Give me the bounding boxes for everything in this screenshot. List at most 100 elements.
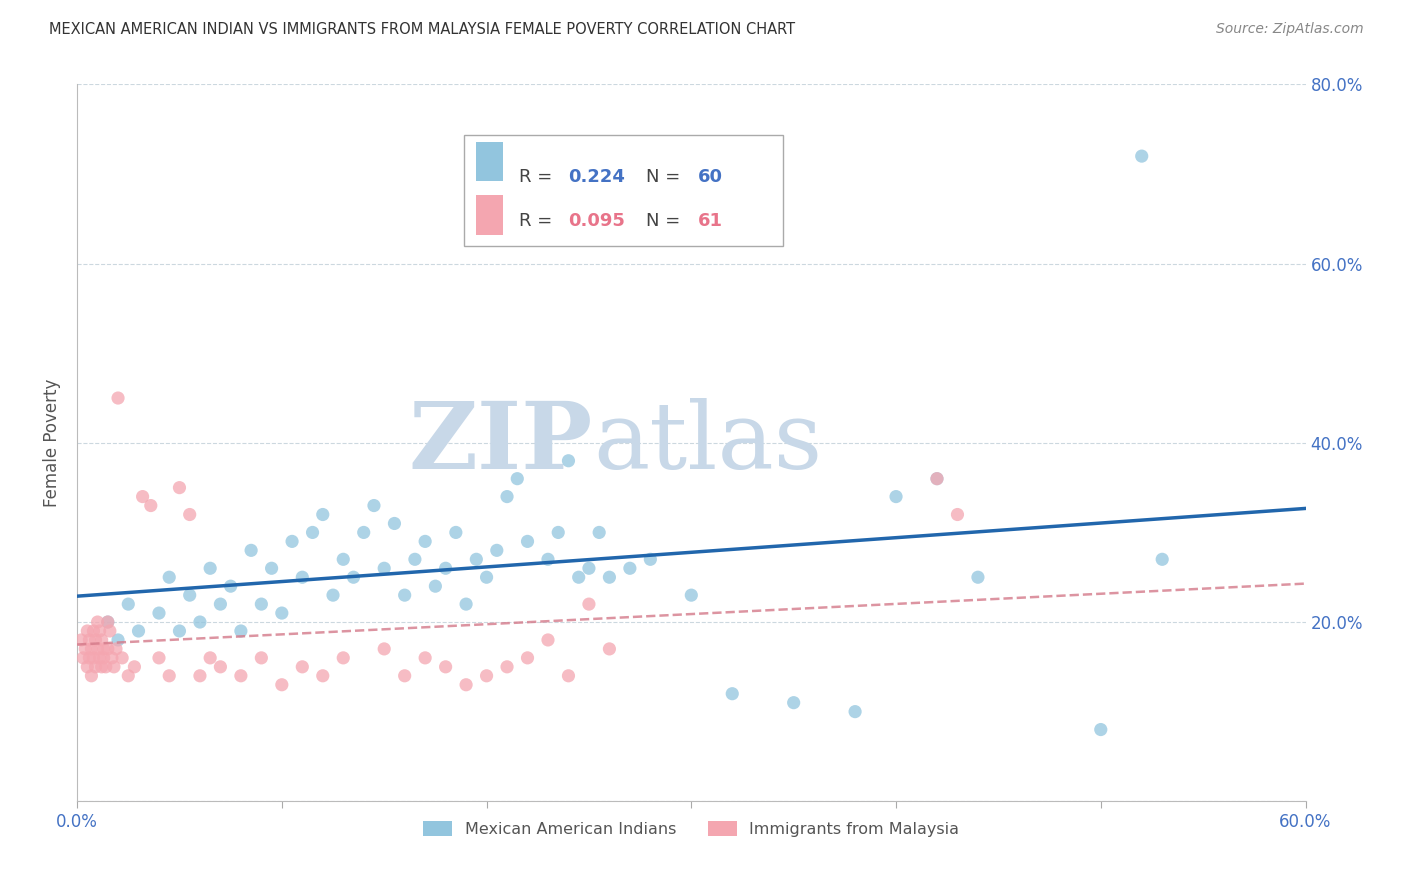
Point bbox=[157, 669, 180, 683]
FancyBboxPatch shape bbox=[464, 135, 783, 245]
Point bbox=[148, 651, 170, 665]
Text: MEXICAN AMERICAN INDIAN VS IMMIGRANTS FROM MALAYSIA FEMALE POVERTY CORRELATION C: MEXICAN AMERICAN INDIAN VS IMMIGRANTS FR… bbox=[49, 22, 796, 37]
Point bbox=[188, 615, 211, 629]
Point bbox=[516, 534, 538, 549]
Y-axis label: Female Poverty: Female Poverty bbox=[44, 378, 60, 507]
Text: R =: R = bbox=[519, 212, 558, 230]
Point bbox=[373, 641, 395, 656]
Point bbox=[188, 669, 211, 683]
FancyBboxPatch shape bbox=[477, 142, 503, 181]
Point bbox=[721, 687, 744, 701]
Point bbox=[557, 669, 579, 683]
Point bbox=[363, 499, 385, 513]
Point bbox=[485, 543, 508, 558]
Point bbox=[103, 660, 125, 674]
Point bbox=[72, 651, 94, 665]
Point bbox=[413, 534, 436, 549]
Point bbox=[404, 552, 426, 566]
Point bbox=[240, 543, 263, 558]
Point bbox=[925, 472, 948, 486]
Point bbox=[148, 606, 170, 620]
Point bbox=[312, 508, 335, 522]
Text: 61: 61 bbox=[697, 212, 723, 230]
Point bbox=[1152, 552, 1174, 566]
Point bbox=[475, 669, 498, 683]
Text: R =: R = bbox=[519, 168, 558, 186]
Point bbox=[413, 651, 436, 665]
Point bbox=[681, 588, 703, 602]
Point bbox=[80, 669, 103, 683]
Point bbox=[332, 552, 354, 566]
Point bbox=[198, 561, 221, 575]
Point bbox=[86, 641, 108, 656]
Point bbox=[82, 624, 104, 638]
Point bbox=[619, 561, 641, 575]
Point bbox=[82, 651, 104, 665]
Point bbox=[384, 516, 406, 531]
Point bbox=[496, 660, 519, 674]
Text: N =: N = bbox=[645, 168, 686, 186]
Point bbox=[131, 490, 153, 504]
Point bbox=[434, 561, 457, 575]
Point bbox=[270, 606, 292, 620]
Text: Source: ZipAtlas.com: Source: ZipAtlas.com bbox=[1216, 22, 1364, 37]
Point bbox=[425, 579, 447, 593]
Point bbox=[588, 525, 610, 540]
Point bbox=[465, 552, 488, 566]
Point bbox=[444, 525, 467, 540]
Point bbox=[169, 624, 191, 638]
Point bbox=[76, 660, 98, 674]
Point bbox=[281, 534, 304, 549]
Point bbox=[925, 472, 948, 486]
Point bbox=[104, 641, 127, 656]
Point bbox=[128, 624, 150, 638]
Point bbox=[117, 597, 139, 611]
Point bbox=[537, 632, 560, 647]
Point bbox=[97, 615, 120, 629]
Point bbox=[456, 597, 478, 611]
Point bbox=[80, 641, 103, 656]
Point bbox=[640, 552, 662, 566]
Point bbox=[79, 651, 101, 665]
Point bbox=[111, 651, 134, 665]
Point bbox=[209, 660, 232, 674]
Point bbox=[844, 705, 866, 719]
Point bbox=[301, 525, 323, 540]
Point bbox=[1130, 149, 1153, 163]
FancyBboxPatch shape bbox=[477, 195, 503, 235]
Point bbox=[84, 660, 107, 674]
Point bbox=[946, 508, 969, 522]
Point bbox=[270, 678, 292, 692]
Point bbox=[70, 632, 93, 647]
Point bbox=[84, 632, 107, 647]
Point bbox=[506, 472, 529, 486]
Point bbox=[101, 651, 124, 665]
Text: atlas: atlas bbox=[593, 398, 823, 488]
Point bbox=[79, 632, 101, 647]
Point bbox=[394, 588, 416, 602]
Text: N =: N = bbox=[645, 212, 686, 230]
Point bbox=[179, 508, 201, 522]
Point bbox=[578, 597, 600, 611]
Point bbox=[75, 641, 97, 656]
Point bbox=[169, 481, 191, 495]
Point bbox=[260, 561, 283, 575]
Point bbox=[353, 525, 375, 540]
Point bbox=[93, 651, 115, 665]
Point bbox=[967, 570, 990, 584]
Point bbox=[312, 669, 335, 683]
Point bbox=[547, 525, 569, 540]
Point bbox=[97, 615, 120, 629]
Point bbox=[250, 651, 273, 665]
Point bbox=[89, 651, 111, 665]
Point bbox=[157, 570, 180, 584]
Point bbox=[250, 597, 273, 611]
Point bbox=[332, 651, 354, 665]
Point bbox=[229, 624, 252, 638]
Point bbox=[139, 499, 162, 513]
Point bbox=[89, 624, 111, 638]
Point bbox=[107, 391, 129, 405]
Point bbox=[537, 552, 560, 566]
Point bbox=[117, 669, 139, 683]
Point bbox=[557, 454, 579, 468]
